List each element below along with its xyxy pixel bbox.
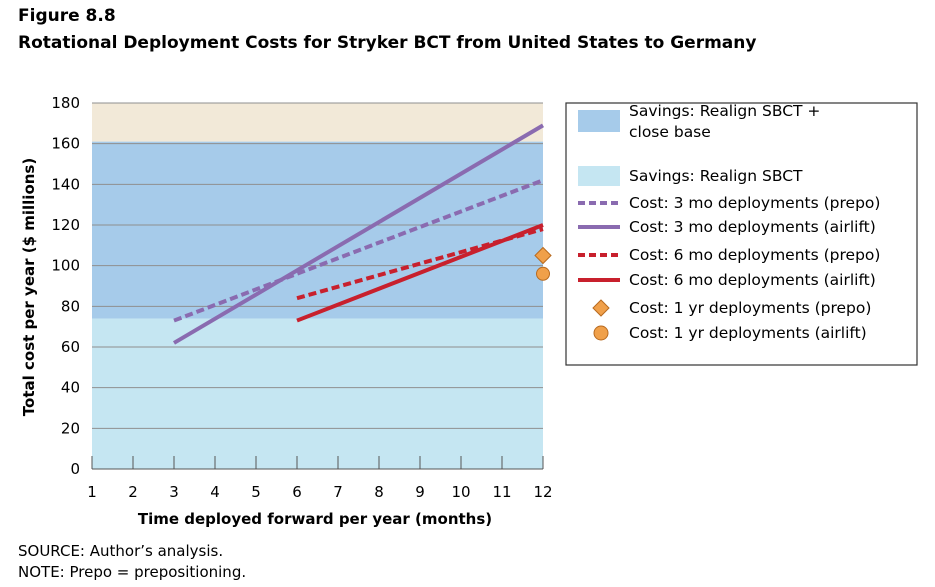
legend-diamond-6 (592, 299, 610, 317)
x-tick-label-9: 9 (415, 483, 425, 501)
legend-label-2-0: Cost: 3 mo deployments (prepo) (629, 194, 880, 212)
y-tick-label-140: 140 (51, 175, 80, 193)
point-diamond-0 (534, 246, 552, 265)
series-line-1 (172, 123, 545, 345)
plot-background (92, 103, 543, 469)
point-circle-1 (536, 266, 550, 281)
x-tick-label-12: 12 (533, 483, 552, 501)
legend-circle-7 (593, 325, 609, 341)
band-1 (92, 318, 543, 469)
legend-label-0-1: close base (629, 123, 711, 141)
legend-label-7-0: Cost: 1 yr deployments (airlift) (629, 324, 867, 342)
band-top (92, 103, 543, 142)
legend: Savings: Realign SBCT + close base Savings… (565, 102, 918, 366)
legend-swatch-0 (578, 110, 620, 132)
prepo-note: NOTE: Prepo = prepositioning. (18, 563, 247, 581)
legend-label-3-0: Cost: 3 mo deployments (airlift) (629, 218, 876, 236)
figure-title: Rotational Deployment Costs for Stryker … (18, 33, 757, 53)
band-0 (92, 141, 543, 319)
source-note: SOURCE: Author’s analysis. (18, 542, 224, 560)
y-tick-label-0: 0 (70, 460, 80, 478)
legend-label-6-0: Cost: 1 yr deployments (prepo) (629, 299, 871, 317)
gridlines (92, 102, 543, 429)
figure-number: Figure 8.8 (18, 6, 116, 26)
x-axis-label: Time deployed forward per year (months) (138, 510, 492, 528)
series-line-3 (296, 223, 544, 323)
y-tick-label-100: 100 (51, 257, 80, 275)
x-tick-label-8: 8 (374, 483, 384, 501)
legend-label-0-0: Savings: Realign SBCT + (629, 102, 820, 120)
legend-swatch-1 (578, 166, 620, 186)
y-tick-label-60: 60 (61, 338, 80, 356)
legend-label-4-0: Cost: 6 mo deployments (prepo) (629, 246, 880, 264)
y-tick-label-80: 80 (61, 297, 80, 315)
x-tick-label-3: 3 (169, 483, 179, 501)
y-tick-label-180: 180 (51, 94, 80, 112)
series-line-0 (173, 178, 544, 323)
y-tick-label-120: 120 (51, 216, 80, 234)
series-line-2 (296, 227, 544, 301)
x-tick-label-5: 5 (251, 483, 261, 501)
x-tick-label-1: 1 (87, 483, 97, 501)
x-tick-label-7: 7 (333, 483, 343, 501)
legend-label-1-0: Savings: Realign SBCT (629, 167, 803, 185)
x-tick-label-10: 10 (451, 483, 470, 501)
y-axis-label: Total cost per year ($ millions) (20, 158, 38, 416)
y-tick-label-40: 40 (61, 379, 80, 397)
y-tick-label-20: 20 (61, 419, 80, 437)
legend-label-5-0: Cost: 6 mo deployments (airlift) (629, 271, 876, 289)
figure-notes: SOURCE: Author’s analysis. NOTE: Prepo =… (18, 541, 246, 583)
y-tick-label-160: 160 (51, 135, 80, 153)
series-layer (172, 123, 552, 345)
x-tick-label-11: 11 (492, 483, 511, 501)
x-tick-label-4: 4 (210, 483, 220, 501)
x-tick-label-2: 2 (128, 483, 138, 501)
legend-box (565, 102, 918, 366)
x-tick-label-6: 6 (292, 483, 302, 501)
